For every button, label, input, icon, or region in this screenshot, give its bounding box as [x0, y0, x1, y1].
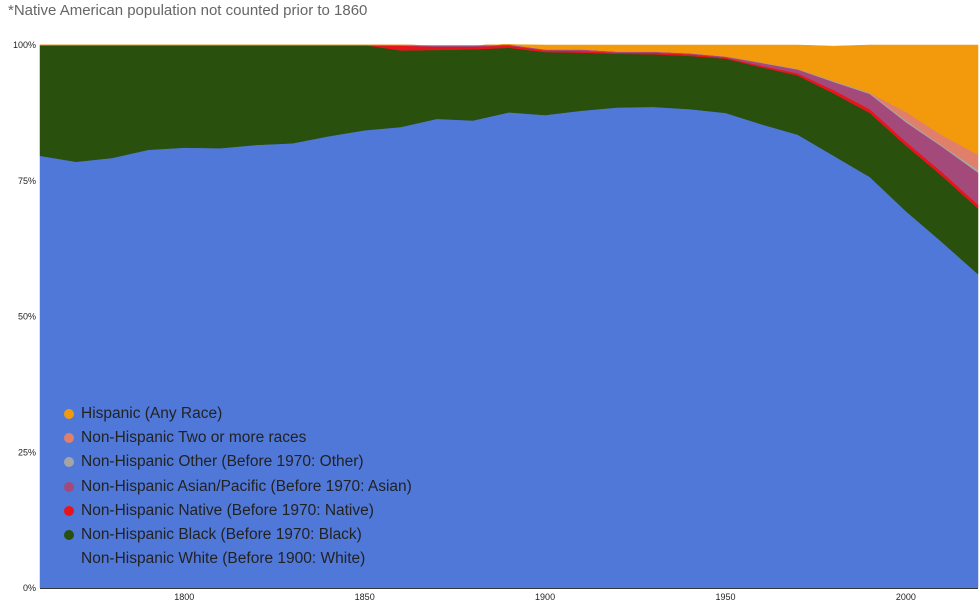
legend-label: Hispanic (Any Race): [81, 405, 223, 423]
legend-item: Non-Hispanic Other (Before 1970: Other): [64, 450, 412, 474]
x-tick-label: 1850: [355, 592, 375, 601]
legend-swatch: [64, 457, 74, 468]
legend-item: Non-Hispanic Native (Before 1970: Native…: [64, 499, 412, 523]
y-tick-label: 50%: [18, 312, 36, 322]
legend-swatch: [64, 409, 74, 420]
y-tick-label: 100%: [13, 40, 36, 50]
x-tick-label: 1900: [535, 592, 555, 601]
x-tick-label: 1950: [715, 592, 735, 601]
x-tick-label: 1800: [174, 592, 194, 601]
legend-swatch: [64, 530, 74, 541]
legend-label: Non-Hispanic Black (Before 1970: Black): [81, 526, 362, 544]
legend-label: Non-Hispanic Asian/Pacific (Before 1970:…: [81, 477, 412, 495]
legend-item: Non-Hispanic Black (Before 1970: Black): [64, 523, 412, 547]
legend-item: Non-Hispanic White (Before 1900: White): [64, 547, 412, 571]
chart-note: *Native American population not counted …: [8, 2, 368, 19]
legend-item: Non-Hispanic Asian/Pacific (Before 1970:…: [64, 475, 412, 499]
legend-swatch: [64, 554, 74, 565]
legend-label: Non-Hispanic Two or more races: [81, 429, 307, 447]
legend-label: Non-Hispanic Other (Before 1970: Other): [81, 453, 364, 471]
legend-swatch: [64, 433, 74, 444]
legend-label: Non-Hispanic White (Before 1900: White): [81, 550, 366, 568]
areas-layer: [39, 44, 979, 589]
legend-item: Hispanic (Any Race): [64, 402, 412, 426]
ticks-layer: 0% 25% 50% 75% 100% 1800 1850 1900 1950 2000: [13, 40, 978, 601]
legend-swatch: [64, 481, 74, 492]
x-tick-label: 2000: [896, 592, 916, 601]
legend-swatch: [64, 505, 74, 516]
y-tick-label: 0%: [23, 583, 36, 593]
y-tick-label: 75%: [18, 176, 36, 186]
legend-item: Non-Hispanic Two or more races: [64, 426, 412, 450]
y-tick-label: 25%: [18, 447, 36, 457]
legend-label: Non-Hispanic Native (Before 1970: Native…: [81, 501, 374, 519]
area-series-6: [40, 44, 979, 156]
legend: Hispanic (Any Race) Non-Hispanic Two or m…: [64, 402, 412, 571]
